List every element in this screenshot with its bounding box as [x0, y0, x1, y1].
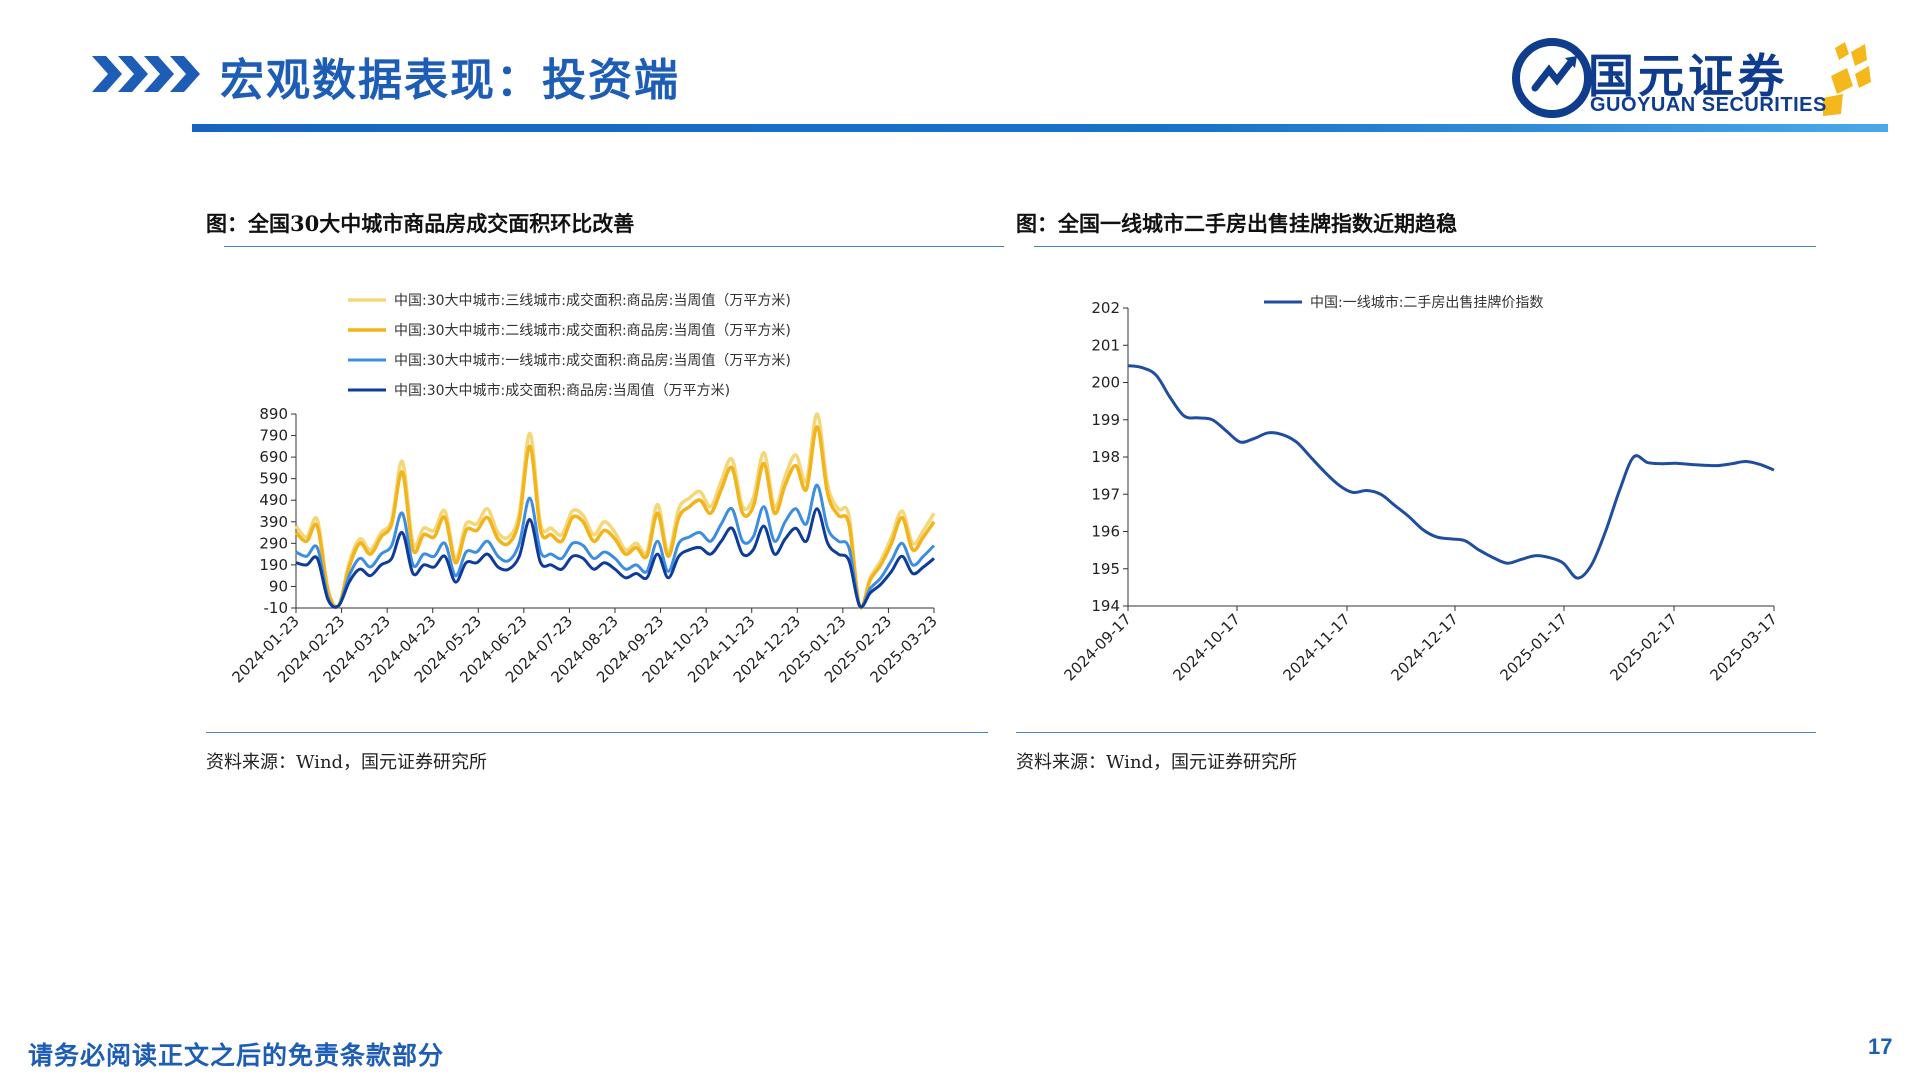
logo-chinese-text: 国元证券: [1588, 49, 1788, 103]
x-tick-label: 2024-11-17: [1279, 610, 1353, 684]
left-line-chart: -10901902903904905906907908902024-01-232…: [228, 292, 940, 686]
x-tick-label: 2024-09-17: [1060, 610, 1134, 684]
left-chart-title: 图：全国30大中城市商品房成交面积环比改善: [206, 211, 635, 236]
y-tick-label: 194: [1091, 597, 1120, 615]
y-tick-label: 199: [1091, 411, 1120, 429]
series-line-2: [294, 425, 936, 610]
right-title-rule: [1034, 246, 1816, 247]
x-tick-label: 2024-10-17: [1169, 610, 1243, 684]
y-tick-label: 200: [1091, 374, 1120, 392]
header-divider: [192, 124, 1888, 132]
x-tick-label: 2025-03-17: [1706, 610, 1780, 684]
y-tick-label: 890: [259, 405, 288, 423]
y-tick-label: 198: [1091, 448, 1120, 466]
y-tick-label: 90: [269, 577, 288, 595]
series-line-1: [294, 412, 936, 610]
y-tick-label: 195: [1091, 560, 1120, 578]
y-tick-label: 790: [259, 427, 288, 445]
x-tick-label: 2024-12-17: [1387, 610, 1461, 684]
logo-english-text: GUOYUAN SECURITIES: [1590, 94, 1827, 116]
series-line-3: [295, 483, 936, 609]
left-source-text: 资料来源：Wind，国元证券研究所: [206, 752, 488, 773]
legend-label: 中国:一线城市:二手房出售挂牌价指数: [1310, 294, 1543, 311]
x-tick-label: 2025-02-17: [1606, 610, 1680, 684]
series-line-4: [295, 507, 935, 609]
guoyuan-logo-icon: [1512, 38, 1871, 118]
y-tick-label: 590: [259, 470, 288, 488]
y-tick-label: 202: [1091, 299, 1120, 317]
legend-label: 中国:30大中城市:一线城市:成交面积:商品房:当周值（万平方米): [394, 352, 791, 369]
series-line-1: [1127, 364, 1775, 580]
right-line-chart: 194 195 196 197 198 199 200 201 202 2024-09-17 202…: [1060, 294, 1780, 684]
y-tick-label: 690: [259, 448, 288, 466]
chevron-arrows-icon: [92, 56, 200, 92]
legend-label: 中国:30大中城市:二线城市:成交面积:商品房:当周值（万平方米): [394, 322, 791, 339]
y-tick-label: 390: [259, 513, 288, 531]
page-title: 宏观数据表现：投资端: [220, 55, 680, 106]
y-tick-label: 290: [259, 534, 288, 552]
right-source-rule: [1016, 732, 1816, 733]
y-tick-label: 196: [1091, 523, 1120, 541]
left-source-rule: [206, 732, 988, 733]
page-number: 17: [1868, 1034, 1893, 1059]
footer-disclaimer: 请务必阅读正文之后的免责条款部分: [28, 1041, 445, 1070]
y-tick-label: 197: [1091, 485, 1120, 503]
y-tick-label: 190: [259, 556, 288, 574]
x-tick-label: 2025-01-17: [1496, 610, 1570, 684]
right-chart-title: 图：全国一线城市二手房出售挂牌指数近期趋稳: [1016, 211, 1457, 236]
right-source-text: 资料来源：Wind，国元证券研究所: [1016, 752, 1298, 773]
legend-label: 中国:30大中城市:成交面积:商品房:当周值（万平方米): [394, 382, 730, 399]
left-title-rule: [224, 246, 1004, 247]
y-tick-label: -10: [264, 599, 289, 617]
legend-label: 中国:30大中城市:三线城市:成交面积:商品房:当周值（万平方米): [394, 292, 791, 309]
y-tick-label: 201: [1091, 336, 1120, 354]
y-tick-label: 490: [259, 491, 288, 509]
